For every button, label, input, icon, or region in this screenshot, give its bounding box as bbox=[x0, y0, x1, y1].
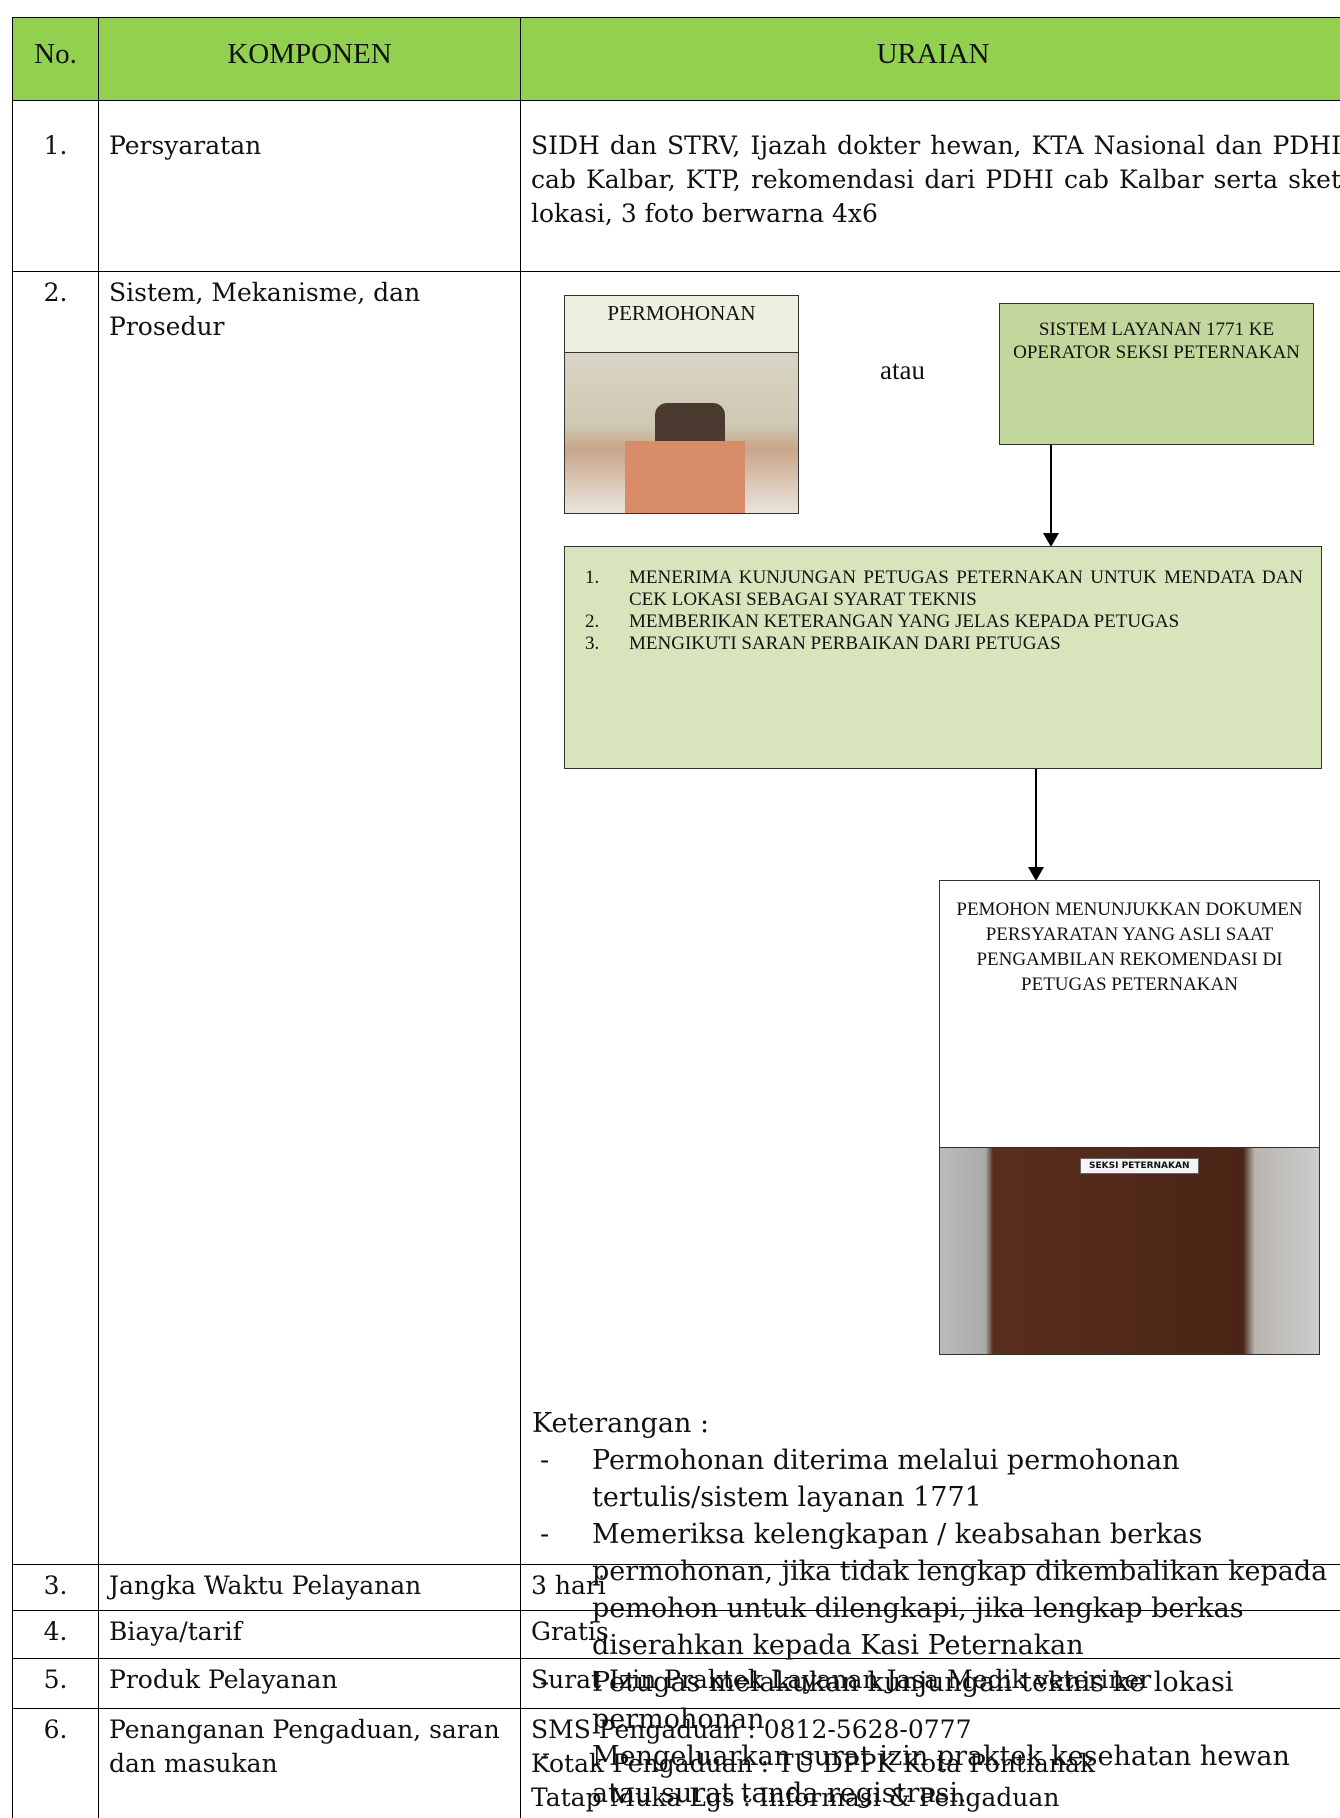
note-bullet: - bbox=[540, 1445, 550, 1476]
step-number: 2. bbox=[585, 611, 600, 632]
description: SIDH dan STRV, Ijazah dokter hewan, KTA … bbox=[520, 100, 1340, 272]
row-number: 6. bbox=[12, 1708, 99, 1818]
component: Produk Pelayanan bbox=[98, 1658, 521, 1709]
row-number: 3. bbox=[12, 1564, 99, 1611]
row-number: 4. bbox=[12, 1610, 99, 1659]
arrow bbox=[1028, 769, 1044, 881]
note-bullet: - bbox=[540, 1519, 550, 1550]
row-number: 1. bbox=[12, 100, 99, 272]
pemohon-box: PEMOHON MENUNJUKKAN DOKUMEN PERSYARATAN … bbox=[939, 880, 1320, 1148]
row-number: 2. bbox=[12, 271, 99, 1565]
contact-line: SMS Pengaduan : 0812-5628-0777 bbox=[531, 1715, 972, 1744]
steps-list: 1. MENERIMA KUNJUNGAN PETUGAS PETERNAKAN … bbox=[585, 567, 1303, 655]
step: 2. MEMBERIKAN KETERANGAN YANG JELAS KEPAD… bbox=[585, 611, 1303, 633]
note-text: Permohonan diterima melalui permohonan t… bbox=[592, 1445, 1180, 1513]
header-cell: URAIAN bbox=[520, 17, 1340, 101]
note-bullet: - bbox=[540, 1667, 550, 1698]
sistem-box: SISTEM LAYANAN 1771 KE OPERATOR SEKSI PE… bbox=[999, 303, 1314, 445]
atau-label: atau bbox=[880, 355, 925, 385]
note-bullet: - bbox=[540, 1741, 550, 1772]
note-item: - Permohonan diterima melalui permohonan … bbox=[532, 1442, 1332, 1516]
steps-box: 1. MENERIMA KUNJUNGAN PETUGAS PETERNAKAN … bbox=[564, 546, 1322, 769]
step-number: 3. bbox=[585, 633, 600, 654]
step-text: MENGIKUTI SARAN PERBAIKAN DARI PETUGAS bbox=[629, 633, 1061, 654]
door-sign: SEKSI PETERNAKAN bbox=[1080, 1158, 1199, 1174]
description: Surat Izin Praktek Layanan Jasa Medik ve… bbox=[520, 1658, 1340, 1709]
component: Jangka Waktu Pelayanan bbox=[98, 1564, 521, 1611]
note-item: - Memeriksa kelengkapan / keabsahan berka… bbox=[532, 1516, 1332, 1664]
note-item: - Mengeluarkan surat izin praktek kesehat… bbox=[532, 1738, 1332, 1812]
contact-line: Kotak Pengaduan : TU DPPK Kota Pontianak bbox=[531, 1749, 1096, 1778]
note-text: Mengeluarkan surat izin praktek kesehata… bbox=[592, 1741, 1290, 1809]
contact-line: Tatap Muka Lgs : Informasi & Pengaduan bbox=[531, 1783, 1060, 1812]
component: Penanganan Pengaduan, saran dan masukan bbox=[98, 1708, 521, 1818]
step: 3. MENGIKUTI SARAN PERBAIKAN DARI PETUGAS bbox=[585, 633, 1303, 655]
photo-people bbox=[655, 403, 725, 443]
photo-desk bbox=[625, 441, 745, 513]
door-photo: SEKSI PETERNAKAN bbox=[939, 1147, 1320, 1355]
counter-photo bbox=[564, 352, 799, 514]
arrow bbox=[1043, 445, 1059, 547]
notes-title: Keterangan : bbox=[532, 1408, 710, 1439]
permohonan-label: PERMOHONAN bbox=[564, 295, 799, 353]
step: 1. MENERIMA KUNJUNGAN PETUGAS PETERNAKAN … bbox=[585, 567, 1303, 611]
component: Sistem, Mekanisme, dan Prosedur bbox=[98, 271, 521, 1565]
notes: Keterangan : - Permohonan diterima melalui… bbox=[532, 1405, 1332, 1812]
step-text: MENERIMA KUNJUNGAN PETUGAS PETERNAKAN UN… bbox=[629, 567, 1303, 610]
header-cell: KOMPONEN bbox=[98, 17, 521, 101]
step-text: MEMBERIKAN KETERANGAN YANG JELAS KEPADA … bbox=[629, 611, 1180, 632]
step-number: 1. bbox=[585, 567, 600, 588]
note-text: Memeriksa kelengkapan / keabsahan berkas… bbox=[592, 1519, 1328, 1661]
row-number: 5. bbox=[12, 1658, 99, 1709]
component: Persyaratan bbox=[98, 100, 521, 272]
component: Biaya/tarif bbox=[98, 1610, 521, 1659]
header-cell: No. bbox=[12, 17, 99, 101]
note-text: Petugas melakukan kunjungan teknis ke lo… bbox=[592, 1667, 1234, 1735]
note-item: - Petugas melakukan kunjungan teknis ke l… bbox=[532, 1664, 1332, 1738]
